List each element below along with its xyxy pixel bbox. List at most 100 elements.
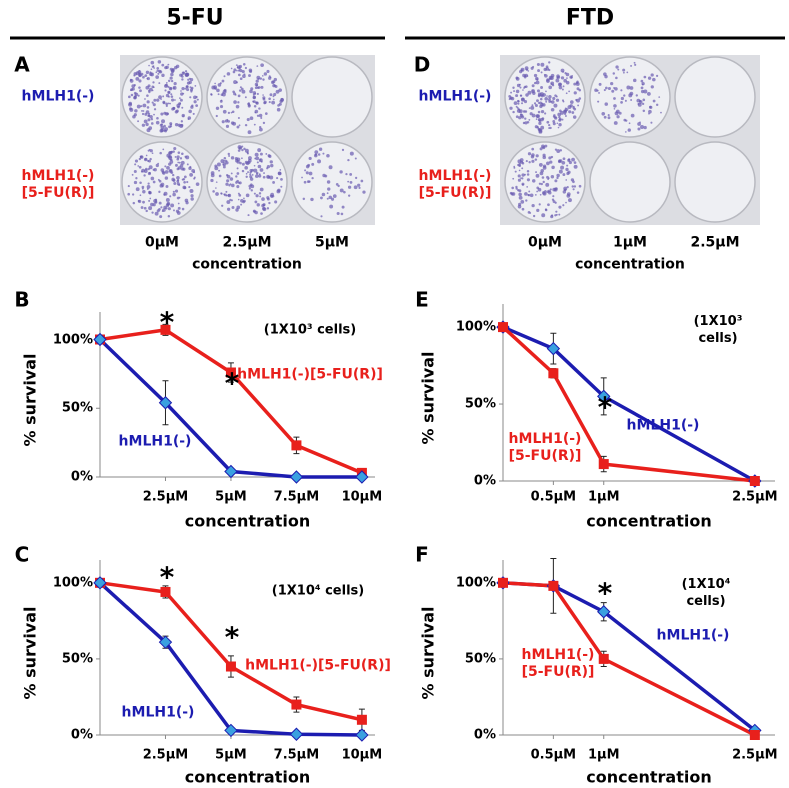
colony: [165, 207, 168, 210]
significance-star: *: [597, 390, 613, 424]
colony: [568, 198, 572, 203]
colony: [210, 173, 215, 178]
colony: [257, 148, 262, 152]
colony: [517, 102, 520, 105]
y-tick-label: 0%: [473, 727, 496, 743]
colony: [139, 181, 142, 185]
colony: [521, 102, 524, 105]
colony: [615, 109, 620, 114]
colony: [225, 190, 228, 193]
colony: [149, 71, 152, 74]
x-category-label: 5μM: [315, 234, 349, 251]
colony: [545, 90, 547, 93]
colony: [227, 152, 230, 156]
colony: [240, 87, 244, 91]
colony: [543, 73, 546, 76]
colony: [250, 87, 254, 91]
x-tick-label: 7.5μM: [273, 747, 320, 763]
colony: [166, 165, 170, 170]
colony: [269, 76, 272, 79]
colony: [554, 187, 558, 191]
colony: [557, 160, 561, 164]
colony: [515, 89, 520, 94]
colony: [517, 108, 520, 111]
colony: [552, 195, 555, 198]
x-tick-label: 1μM: [587, 747, 620, 763]
colony: [263, 172, 265, 174]
colony: [177, 202, 180, 205]
colony: [153, 199, 158, 203]
colony: [230, 111, 233, 114]
colony: [304, 169, 307, 172]
colony: [170, 171, 174, 175]
colony: [262, 78, 265, 81]
colony: [233, 80, 238, 85]
colony: [540, 71, 543, 74]
colony: [597, 100, 600, 103]
colony: [179, 157, 183, 160]
x-axis-title: concentration: [575, 256, 685, 273]
colony: [626, 71, 629, 74]
colony: [556, 122, 559, 125]
colony: [549, 160, 553, 164]
colony: [184, 73, 189, 78]
x-tick-label: 10μM: [341, 489, 383, 505]
colony: [562, 157, 566, 161]
colony: [513, 90, 516, 93]
data-point: [158, 396, 173, 410]
colony: [513, 101, 518, 106]
colony: [169, 87, 172, 90]
colony: [536, 186, 540, 190]
colony: [573, 82, 577, 86]
colony: [248, 74, 251, 77]
colony: [572, 180, 575, 184]
colony: [317, 153, 321, 156]
colony: [512, 110, 515, 114]
colony: [558, 85, 563, 90]
colony: [277, 104, 280, 107]
colony: [516, 99, 520, 103]
colony: [354, 157, 357, 160]
colony: [215, 106, 220, 111]
colony: [232, 121, 237, 126]
colony: [516, 108, 521, 113]
colony: [239, 86, 242, 89]
colony: [548, 85, 552, 90]
colony: [138, 74, 141, 76]
colony: [273, 98, 275, 101]
colony: [259, 158, 262, 161]
colony: [613, 121, 618, 125]
colony: [562, 204, 565, 207]
colony: [354, 176, 358, 180]
colony: [247, 156, 252, 160]
colony: [173, 82, 177, 86]
colony: [539, 101, 543, 105]
colony: [148, 148, 151, 151]
colony: [610, 82, 614, 86]
colony: [239, 77, 243, 81]
colony: [249, 89, 253, 94]
colony: [229, 177, 234, 181]
colony: [135, 71, 140, 76]
y-tick-label: 100%: [52, 575, 93, 591]
colony: [650, 121, 653, 124]
colony: [326, 197, 329, 200]
colony: [551, 165, 555, 170]
colony: [515, 115, 519, 119]
colony: [215, 114, 218, 118]
annotation: (1X10⁴ cells): [681, 577, 731, 609]
colony: [534, 125, 538, 129]
colony: [266, 207, 270, 210]
colony: [544, 208, 548, 211]
colony: [305, 164, 310, 169]
colony: [144, 74, 148, 78]
colony: [183, 180, 186, 184]
colony: [172, 178, 176, 182]
colony: [310, 197, 314, 202]
colony: [526, 186, 529, 188]
colony: [556, 76, 559, 79]
colony: [615, 65, 619, 69]
colony: [564, 115, 567, 117]
colony: [519, 86, 522, 89]
colony: [169, 160, 174, 164]
